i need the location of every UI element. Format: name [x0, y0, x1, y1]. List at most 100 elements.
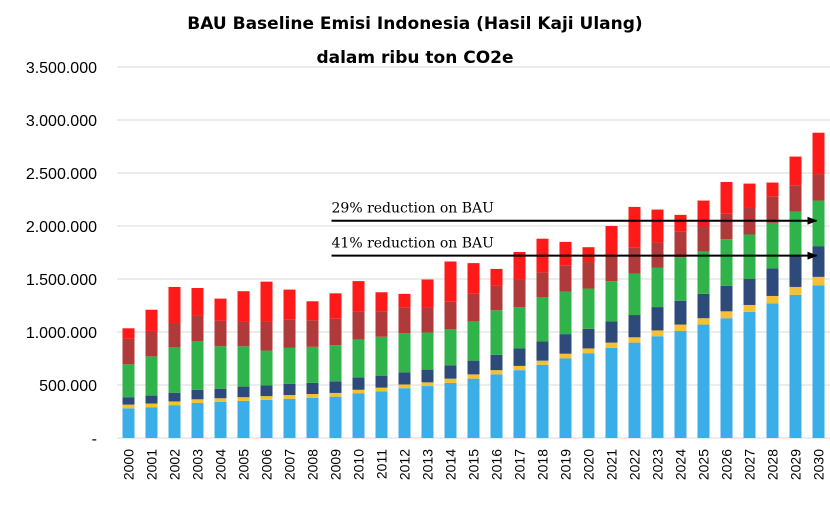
bar-segment	[766, 182, 779, 197]
x-tick-label: 2029	[788, 449, 804, 480]
bar-segment	[352, 311, 365, 340]
bar-segment	[628, 273, 641, 316]
bar-segment	[191, 389, 204, 400]
x-tick-label: 2018	[535, 449, 551, 480]
bar-segment	[398, 333, 411, 373]
bar-segment	[513, 365, 526, 371]
bar-segment	[697, 200, 710, 226]
bar-segment	[789, 185, 802, 212]
bar-segment	[444, 378, 457, 383]
bar-segment	[237, 386, 250, 398]
x-tick-label: 2024	[673, 449, 689, 480]
bar-segment	[651, 209, 664, 243]
bar-segment	[467, 374, 480, 379]
bar-segment	[214, 298, 227, 321]
x-tick-label: 2020	[581, 449, 597, 480]
bar-segment	[306, 301, 319, 321]
bar-segment	[720, 239, 733, 286]
bar-segment	[743, 183, 756, 208]
bar-segment	[375, 375, 388, 388]
bar-segment	[467, 378, 480, 438]
bar-segment	[352, 281, 365, 312]
y-tick-label: 500.000	[39, 378, 97, 395]
bars	[122, 132, 825, 438]
x-tick-label: 2004	[213, 449, 229, 480]
bar-segment	[789, 255, 802, 287]
chart-subtitle: dalam ribu ton CO2e	[316, 48, 513, 68]
bar-segment	[283, 347, 296, 384]
x-tick-label: 2021	[604, 449, 620, 480]
bar-segment	[375, 387, 388, 392]
bar-segment	[674, 300, 687, 325]
bar-segment	[697, 251, 710, 294]
bar-segment	[743, 279, 756, 305]
bar-segment	[444, 329, 457, 366]
x-tick-label: 2002	[167, 449, 183, 480]
bar-segment	[168, 392, 181, 402]
bar-segment	[490, 268, 503, 286]
x-tick-label: 2000	[121, 449, 137, 480]
bar-segment	[168, 405, 181, 438]
x-tick-label: 2012	[397, 449, 413, 480]
bar-segment	[260, 385, 273, 397]
bar-segment	[743, 234, 756, 279]
bar-segment	[398, 293, 411, 308]
bar-segment	[628, 206, 641, 248]
bar-segment	[122, 404, 135, 409]
x-tick-label: 2010	[351, 449, 367, 480]
bar-segment	[720, 311, 733, 319]
bar-segment	[766, 268, 779, 296]
bar-segment	[306, 394, 319, 398]
bar-segment	[145, 309, 158, 331]
bar-segment	[559, 353, 572, 359]
bar-segment	[651, 330, 664, 337]
bar-segment	[352, 389, 365, 394]
bar-segment	[237, 291, 250, 322]
bar-segment	[559, 334, 572, 354]
bar-segment	[582, 288, 595, 329]
bar-segment	[513, 251, 526, 280]
bar-segment	[329, 381, 342, 393]
x-axis-ticks: 2000 2001 2002 2003 2004 2005 2006 2007 2008 2009…	[121, 449, 827, 480]
x-tick-label: 2001	[144, 449, 160, 480]
y-axis-ticks: - 500.000 1.000.000 1.500.000 2.000.000 2.500…	[26, 60, 97, 448]
bar-segment	[582, 262, 595, 289]
bar-segment	[329, 392, 342, 397]
bar-segment	[766, 295, 779, 304]
x-tick-label: 2023	[650, 449, 666, 480]
bar-segment	[421, 382, 434, 387]
chart-title: BAU Baseline Emisi Indonesia (Hasil Kaji…	[187, 14, 642, 34]
bar-segment	[812, 276, 825, 286]
bar-segment	[191, 288, 204, 316]
bar-segment	[743, 311, 756, 438]
bar-segment	[191, 399, 204, 404]
x-tick-label: 2025	[696, 449, 712, 480]
bar-segment	[260, 396, 273, 400]
bar-segment	[720, 285, 733, 312]
bar-segment	[490, 285, 503, 311]
bar-segment	[122, 397, 135, 405]
annotation-label: 29% reduction on BAU	[332, 201, 495, 217]
x-tick-label: 2013	[420, 449, 436, 480]
bar-segment	[329, 318, 342, 346]
bar-segment	[237, 400, 250, 438]
x-tick-label: 2009	[328, 449, 344, 480]
bar-segment	[628, 337, 641, 343]
x-tick-label: 2022	[627, 449, 643, 480]
bar-segment	[306, 346, 319, 383]
bar-segment	[559, 265, 572, 292]
bar-segment	[697, 293, 710, 319]
bar-segment	[421, 307, 434, 333]
bar-segment	[697, 324, 710, 438]
x-tick-label: 2017	[512, 449, 528, 480]
bar-segment	[260, 350, 273, 386]
x-tick-label: 2008	[305, 449, 321, 480]
bar-segment	[283, 319, 296, 348]
x-tick-label: 2030	[811, 449, 827, 480]
annotations: 29% reduction on BAU 41% reduction on BAU	[331, 201, 818, 260]
bar-segment	[766, 222, 779, 269]
bar-segment	[490, 354, 503, 371]
bar-segment	[444, 261, 457, 302]
bar-segment	[191, 341, 204, 390]
bar-segment	[812, 246, 825, 277]
